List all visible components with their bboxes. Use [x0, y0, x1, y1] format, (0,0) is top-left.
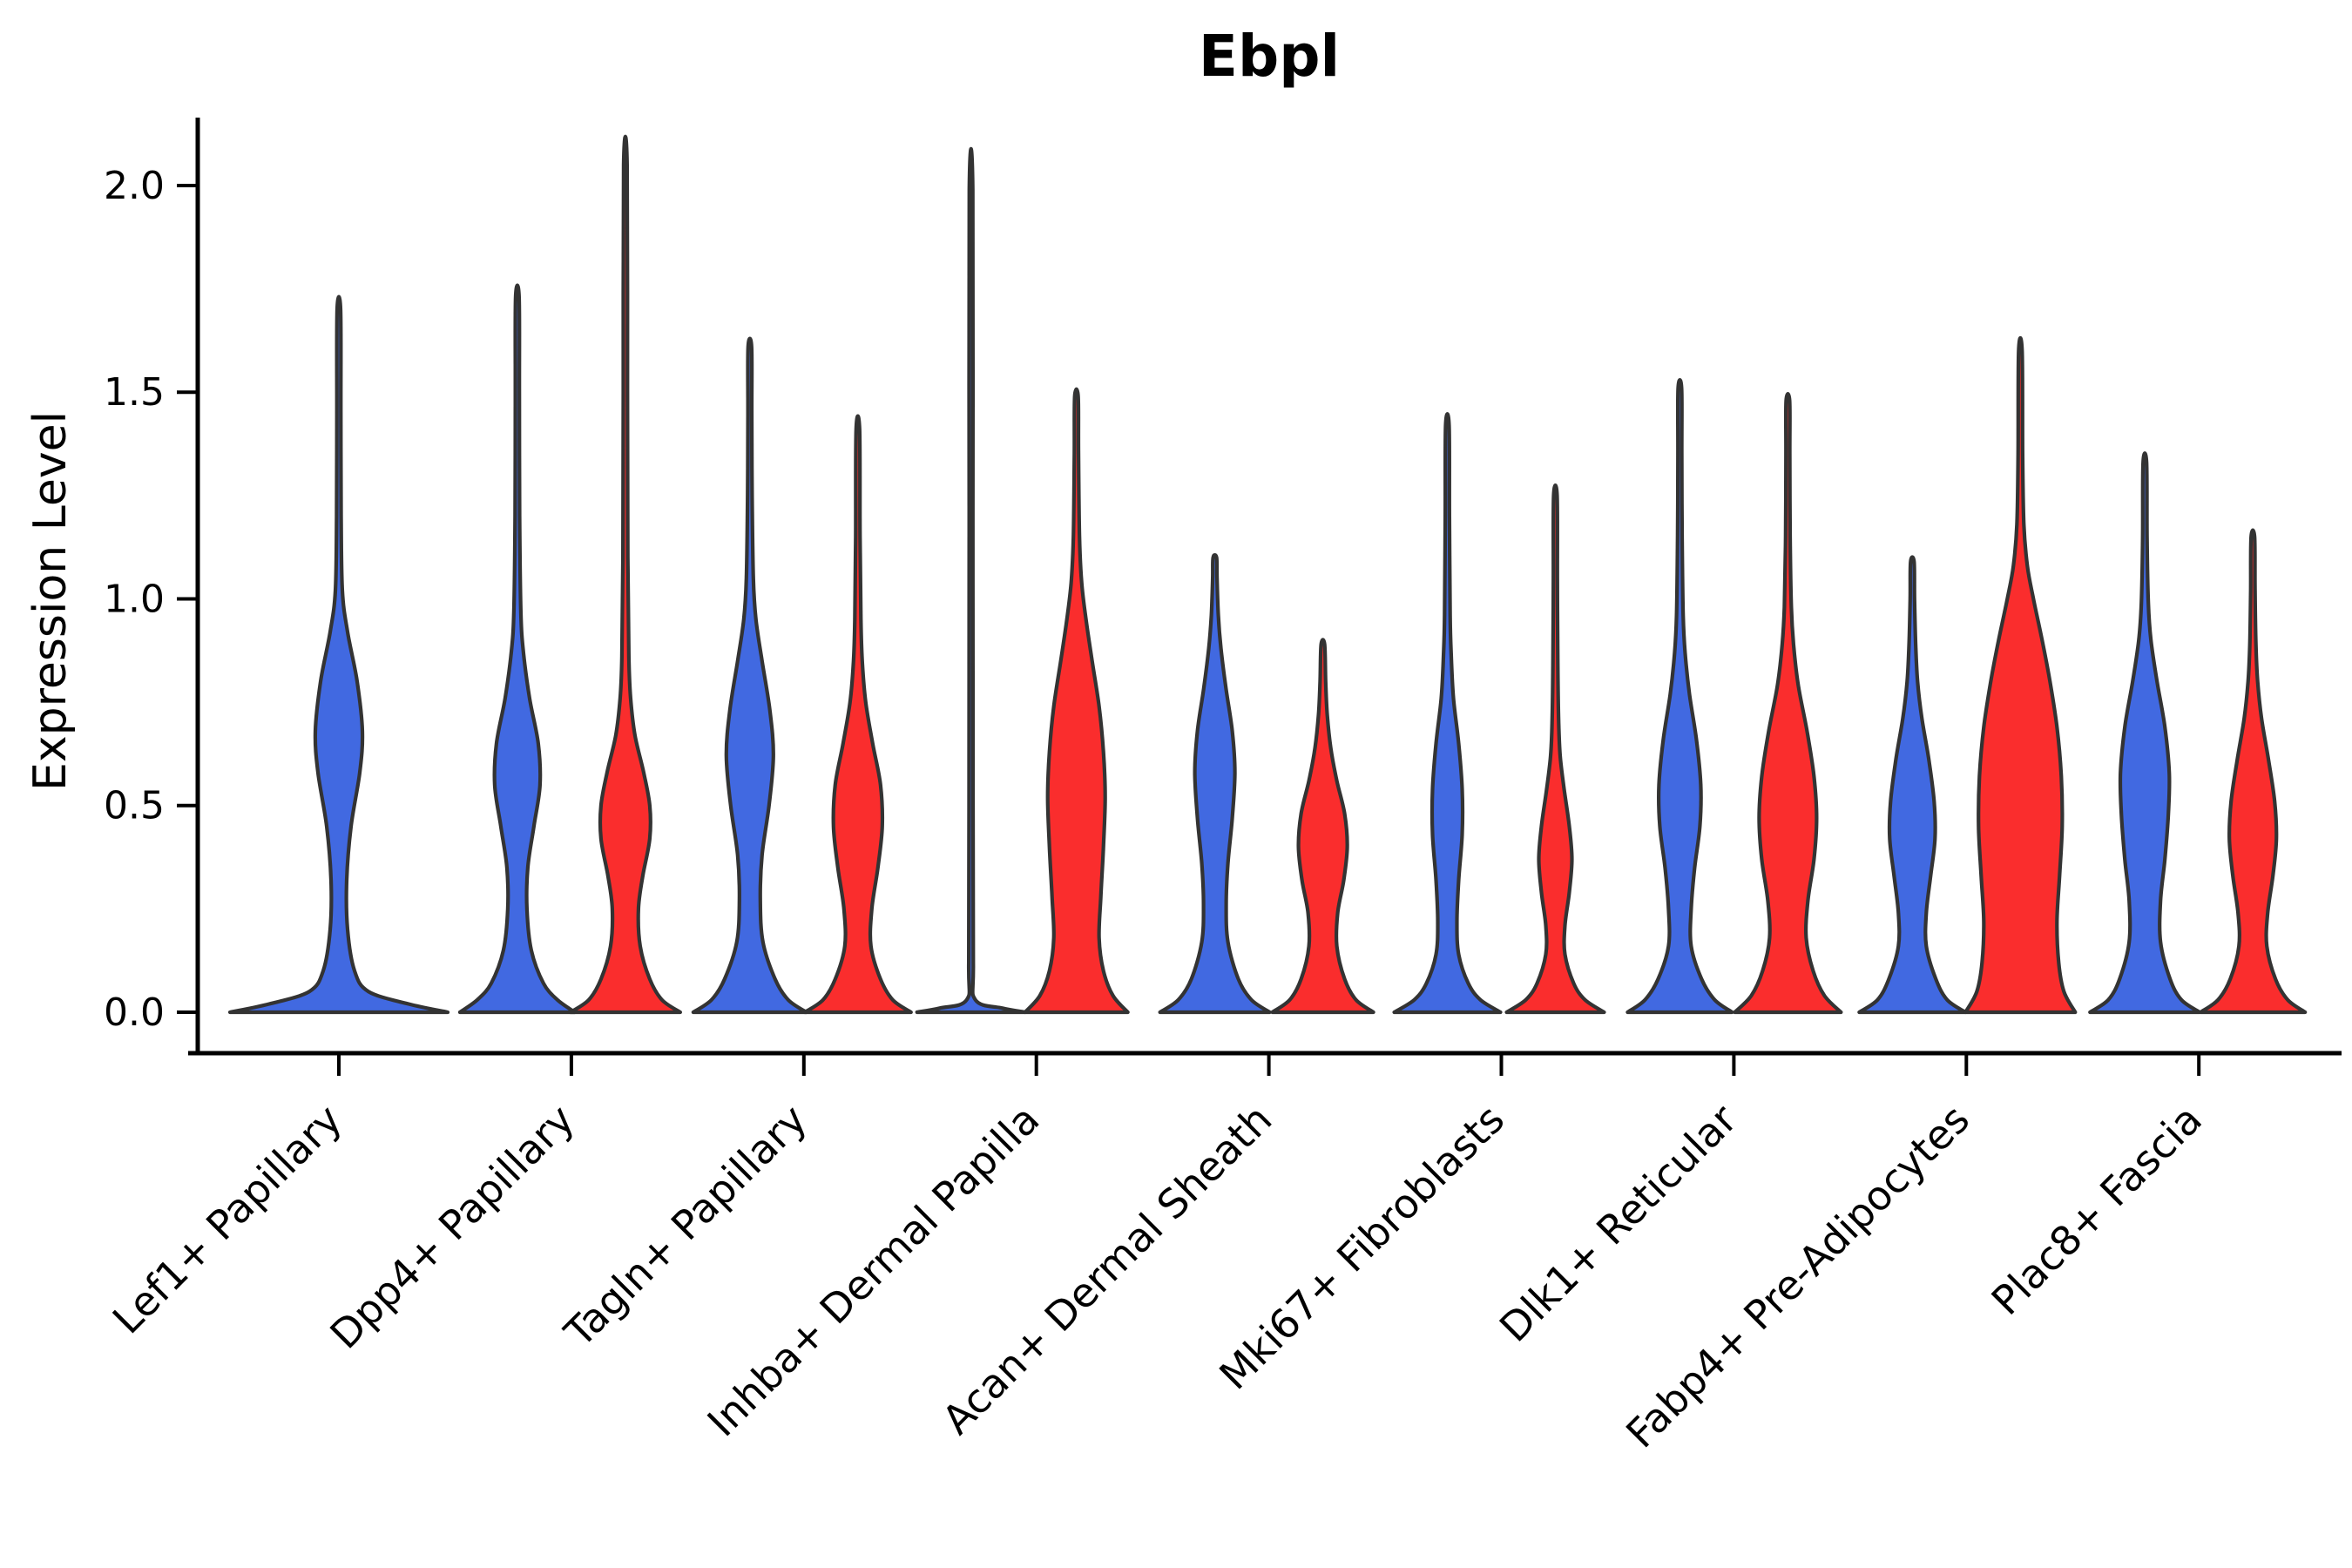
violin-red-dlk1-reticular [1733, 391, 1843, 1015]
violin-blue-fabp4-pre-adipocytes [1857, 555, 1968, 1015]
violin-blue-acan-dermal-sheath [1158, 553, 1272, 1015]
violin-red-mki67-fibroblasts [1504, 483, 1606, 1015]
y-tick-label: 0.5 [104, 784, 165, 828]
violin-red-plac8-fascia [2199, 528, 2308, 1015]
violin-red-fabp4-pre-adipocytes [1963, 335, 2078, 1015]
y-tick-label: 1.0 [104, 577, 165, 621]
violin-blue-plac8-fascia [2088, 451, 2202, 1015]
violin-red-tagln-papillary [802, 414, 913, 1015]
x-tick-label: Tagln+ Papillary [555, 1096, 816, 1357]
y-tick-label: 0.0 [104, 990, 165, 1035]
violin-blue-inhba-dermal-papilla [915, 146, 1027, 1015]
x-tick-label: Dpp4+ Papillary [321, 1096, 583, 1358]
violin-blue-tagln-papillary [691, 336, 808, 1015]
y-tick-label: 2.0 [104, 164, 165, 208]
violin-red-inhba-dermal-papilla [1023, 387, 1130, 1015]
x-tick-label: Dlk1+ Reticular [1490, 1096, 1746, 1351]
violin-blue-mki67-fibroblasts [1392, 412, 1503, 1015]
y-tick-label: 1.5 [104, 370, 165, 415]
x-tick-label: Lef1+ Papillary [104, 1096, 351, 1343]
violin-red-dpp4-papillary [568, 134, 682, 1015]
violin-blue-dlk1-reticular [1625, 377, 1734, 1015]
violin-blue-dpp4-papillary [457, 283, 577, 1015]
chart-title: Ebpl [1198, 23, 1341, 90]
violin-blue-lef1-papillary [227, 294, 450, 1015]
x-tick-label: Plac8+ Fascia [1983, 1096, 2211, 1324]
violin-red-acan-dermal-sheath [1270, 638, 1375, 1015]
